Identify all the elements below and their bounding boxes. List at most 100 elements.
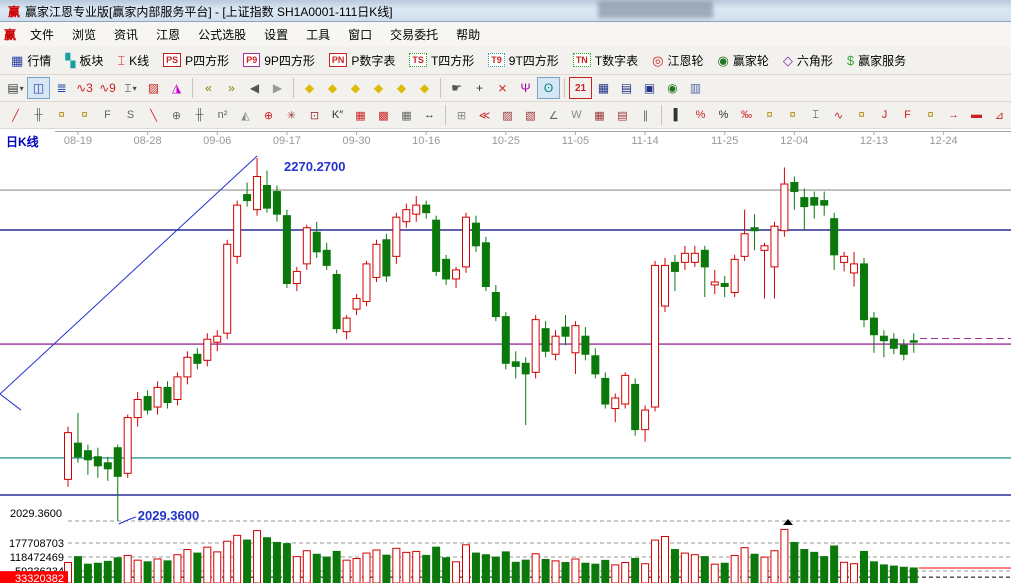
k-mark-button[interactable]: K″	[331, 109, 344, 121]
prev-bar-button[interactable]: ◀	[249, 81, 260, 95]
parallel-lines-button[interactable]: ∥	[642, 109, 649, 122]
volume-bar[interactable]	[163, 560, 172, 583]
candle-body[interactable]	[720, 282, 729, 287]
volume-bar[interactable]	[670, 549, 679, 583]
volume-bar[interactable]	[840, 561, 849, 583]
menu-item-5[interactable]: 设置	[264, 27, 289, 42]
volume-bar[interactable]	[551, 560, 560, 583]
menu-item-8[interactable]: 交易委托	[390, 27, 439, 42]
candle-body[interactable]	[860, 263, 868, 321]
candle-body[interactable]	[661, 264, 669, 307]
candle-body[interactable]	[432, 219, 441, 272]
candle-body[interactable]	[213, 335, 222, 343]
volume-bar[interactable]	[641, 563, 650, 583]
volume-bar[interactable]	[263, 537, 271, 583]
ninet-square-button[interactable]: T9 9T四方形	[481, 49, 566, 72]
shen-grid-button[interactable]: ▦	[355, 109, 366, 122]
gold-circle-button[interactable]: ¤	[766, 109, 773, 121]
diamond-nav-vertical-button[interactable]: ◆	[419, 81, 430, 95]
box-tool-button[interactable]: ⊞	[456, 109, 467, 122]
candle-body[interactable]	[531, 319, 540, 373]
volume-bar[interactable]	[690, 554, 699, 583]
candle-body[interactable]	[233, 204, 242, 257]
volume-bar[interactable]	[581, 562, 590, 583]
volume-bar[interactable]	[282, 543, 291, 583]
volume-bar[interactable]	[631, 558, 640, 583]
remote-computer-button[interactable]: ▥	[689, 81, 702, 95]
volume-bar[interactable]	[800, 549, 809, 583]
web-update-button[interactable]: ◉	[667, 81, 678, 95]
candle-body[interactable]	[243, 194, 252, 202]
volume-bar[interactable]	[511, 561, 520, 583]
four-square-button[interactable]: ⊿	[994, 109, 1005, 122]
volume-bar[interactable]	[183, 549, 192, 583]
candle-body[interactable]	[889, 338, 898, 349]
volume-bar[interactable]	[153, 558, 162, 583]
candle-body[interactable]	[392, 216, 401, 257]
candle-body[interactable]	[471, 222, 480, 247]
volume-bar[interactable]	[740, 547, 749, 583]
candle-body[interactable]	[810, 197, 819, 206]
candle-body[interactable]	[601, 377, 610, 405]
title-bar[interactable]: 赢赢家江恩专业版[赢家内部服务平台] - [上证指数 SH1A0001-111日…	[0, 0, 1011, 22]
volume-bar[interactable]	[243, 539, 252, 583]
candle-body[interactable]	[312, 231, 321, 253]
f-angle-button[interactable]: F	[904, 109, 911, 121]
candle-body[interactable]	[850, 263, 859, 274]
volume-bar[interactable]	[541, 558, 550, 583]
volume-bar[interactable]	[432, 546, 441, 583]
candle-body[interactable]	[173, 376, 182, 400]
width-arrows-button[interactable]: ↔	[424, 109, 435, 121]
pattern-tool-button[interactable]: ▨	[147, 81, 160, 95]
candle-body[interactable]	[64, 432, 72, 480]
candle-body[interactable]	[909, 340, 918, 343]
volume-bar[interactable]	[879, 564, 888, 583]
spiral-button[interactable]: S	[126, 109, 135, 121]
candle-body[interactable]	[541, 328, 550, 352]
volume-bar[interactable]	[213, 551, 222, 583]
volume-bar[interactable]	[322, 556, 331, 583]
diamond-nav-right-button[interactable]: ◆	[327, 81, 338, 95]
volume-bar[interactable]	[352, 558, 361, 583]
volume-bar[interactable]	[332, 550, 341, 583]
volume-bar[interactable]	[452, 561, 461, 583]
hand-tool-button[interactable]: ☛	[451, 81, 462, 95]
grid-123-button[interactable]: ▦	[401, 109, 412, 122]
diamond-nav-left-button[interactable]: ◆	[304, 81, 315, 95]
volume-bar[interactable]	[680, 552, 689, 583]
volume-bar[interactable]	[591, 563, 600, 583]
candle-body[interactable]	[133, 398, 142, 419]
save-button[interactable]: ▣	[643, 81, 656, 95]
candle-body[interactable]	[800, 197, 809, 208]
candle-body[interactable]	[113, 447, 122, 477]
candle-body[interactable]	[263, 185, 271, 209]
candle-body[interactable]	[93, 456, 102, 467]
menu-item-7[interactable]: 窗口	[348, 27, 373, 42]
hexagon-button[interactable]: ◇ 六角形	[776, 49, 840, 72]
volume-bar[interactable]	[501, 551, 510, 583]
volume-bar[interactable]	[611, 564, 620, 583]
market-quotes-button[interactable]: ▦ 行情	[4, 49, 58, 72]
menu-item-4[interactable]: 公式选股	[198, 27, 247, 42]
volume-bar[interactable]	[272, 541, 281, 583]
candle-body[interactable]	[551, 335, 560, 355]
first-bar-button[interactable]: «	[205, 81, 212, 95]
volume-bar[interactable]	[422, 554, 431, 583]
volume-bar[interactable]	[869, 561, 878, 583]
candle-body[interactable]	[710, 281, 719, 286]
target-cross-button[interactable]: ⊕	[263, 109, 274, 122]
candle-body[interactable]	[700, 249, 709, 268]
volume-bar[interactable]	[770, 550, 779, 583]
candle-style-dropdown[interactable]: ⌶ ▾	[124, 80, 137, 95]
volume-bar[interactable]	[790, 541, 799, 583]
candle-body[interactable]	[442, 258, 451, 280]
speed-line-button[interactable]: →	[948, 109, 959, 121]
candle-body[interactable]	[491, 292, 500, 318]
candle-body[interactable]	[73, 442, 82, 458]
volume-bar[interactable]	[203, 546, 212, 583]
win-line-button[interactable]: ▬	[971, 109, 982, 121]
candle-body[interactable]	[840, 255, 849, 263]
angle-ruler-button[interactable]: ◭	[241, 109, 250, 122]
candle-body[interactable]	[581, 335, 590, 355]
volume-bar[interactable]	[103, 560, 112, 583]
